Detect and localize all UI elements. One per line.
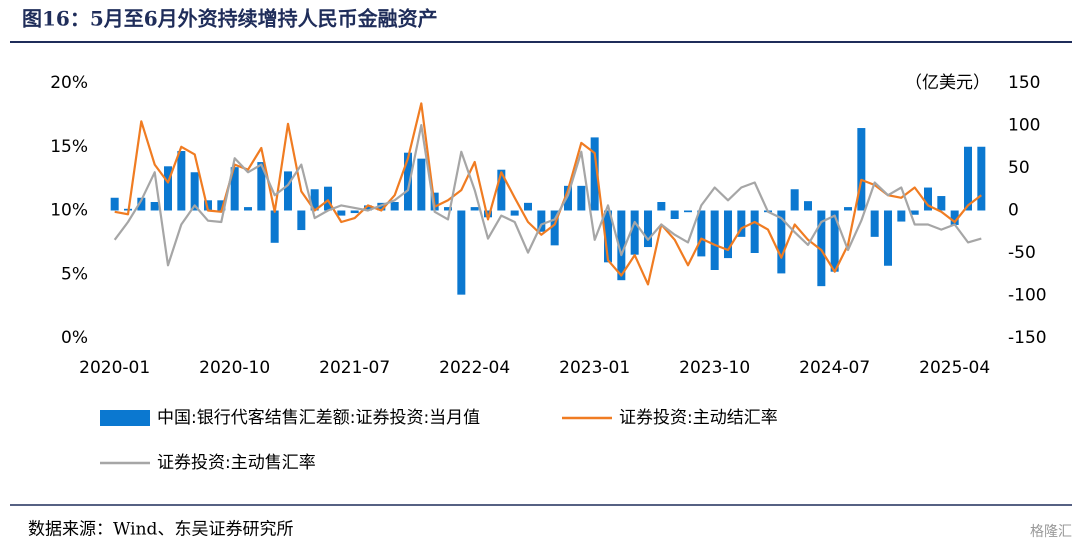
y-tick-label: 15% <box>50 137 88 157</box>
y2-tick-label: 150 <box>1008 73 1040 93</box>
bar <box>910 210 919 215</box>
bar <box>630 210 639 255</box>
bar <box>644 210 652 248</box>
bar <box>350 210 359 214</box>
bar <box>524 202 532 211</box>
y2-tick-label: -50 <box>1008 243 1036 263</box>
x-tick-label: 2020-01 <box>79 358 150 378</box>
bar <box>190 172 199 211</box>
bar <box>137 197 146 211</box>
chart-title: 图16：5月至6月外资持续增持人民币金融资产 <box>22 7 438 31</box>
bar <box>204 200 212 211</box>
y-tick-label: 5% <box>61 264 88 284</box>
bar <box>724 210 732 259</box>
bar <box>750 210 759 253</box>
y-tick-label: 20% <box>50 73 88 93</box>
bar <box>617 210 626 281</box>
bar <box>364 205 372 211</box>
bar <box>457 210 466 295</box>
bar <box>657 202 666 211</box>
bar <box>950 210 959 225</box>
bar <box>897 210 906 222</box>
bar <box>604 210 612 263</box>
bar <box>484 210 492 218</box>
bar <box>670 210 679 219</box>
x-tick-label: 2025-04 <box>919 358 990 378</box>
y2-tick-label: 100 <box>1008 116 1040 136</box>
bar <box>510 210 519 216</box>
bar <box>870 210 879 237</box>
x-tick-label: 2023-01 <box>559 358 630 378</box>
legend-label: 中国:银行代客结售汇差额:证券投资:当月值 <box>157 408 480 428</box>
y2-tick-label: 50 <box>1008 158 1030 178</box>
bar <box>110 197 119 211</box>
bar <box>804 201 812 211</box>
bar <box>550 210 559 246</box>
y2-tick-label: -150 <box>1008 328 1047 348</box>
watermark: 格隆汇 <box>1030 524 1072 540</box>
x-tick-label: 2022-04 <box>439 358 510 378</box>
legend-label: 证券投资:主动结汇率 <box>619 408 778 428</box>
line <box>113 124 982 267</box>
bar <box>470 207 479 211</box>
x-tick-label: 2024-07 <box>799 358 870 378</box>
bar <box>257 162 266 211</box>
bar <box>377 202 386 211</box>
line <box>114 102 982 286</box>
x-tick-label: 2020-10 <box>199 358 270 378</box>
bar <box>857 128 866 211</box>
bar <box>564 185 572 211</box>
y2-tick-label: -100 <box>1008 286 1047 306</box>
y-tick-label: 10% <box>50 201 88 221</box>
bar <box>297 210 306 231</box>
bar <box>737 210 746 237</box>
bar <box>884 210 892 266</box>
bar <box>844 207 852 211</box>
source: 数据来源：Wind、东吴证券研究所 <box>28 520 293 540</box>
y2-axis-label: （亿美元） <box>905 73 990 93</box>
bar <box>244 207 252 211</box>
bar <box>270 210 279 243</box>
bar <box>177 151 186 211</box>
bar <box>404 152 412 211</box>
bar <box>324 186 332 211</box>
bar <box>790 189 799 211</box>
bar <box>684 210 692 213</box>
legend-swatch <box>100 410 150 426</box>
bar <box>497 169 506 211</box>
bar <box>817 210 826 287</box>
y-tick-label: 0% <box>61 328 88 348</box>
x-tick-label: 2023-10 <box>679 358 750 378</box>
bar <box>830 210 839 272</box>
bar <box>777 210 786 274</box>
bar <box>577 185 586 211</box>
bar <box>537 210 546 232</box>
bar <box>444 207 452 211</box>
bar <box>977 146 986 211</box>
bar <box>164 166 172 211</box>
bar <box>710 210 719 270</box>
bar <box>150 202 159 211</box>
bar <box>230 167 239 211</box>
bar <box>964 146 972 211</box>
bar <box>697 210 706 257</box>
bar <box>337 210 346 216</box>
bar <box>284 171 292 211</box>
bar <box>924 187 932 211</box>
y2-tick-label: 0 <box>1008 201 1019 221</box>
bar <box>937 196 946 211</box>
bar <box>390 202 399 211</box>
bar <box>310 189 319 211</box>
legend-label: 证券投资:主动售汇率 <box>157 453 316 473</box>
x-tick-label: 2021-07 <box>319 358 390 378</box>
bar <box>590 137 599 211</box>
bar <box>217 200 226 211</box>
bar <box>417 158 426 211</box>
